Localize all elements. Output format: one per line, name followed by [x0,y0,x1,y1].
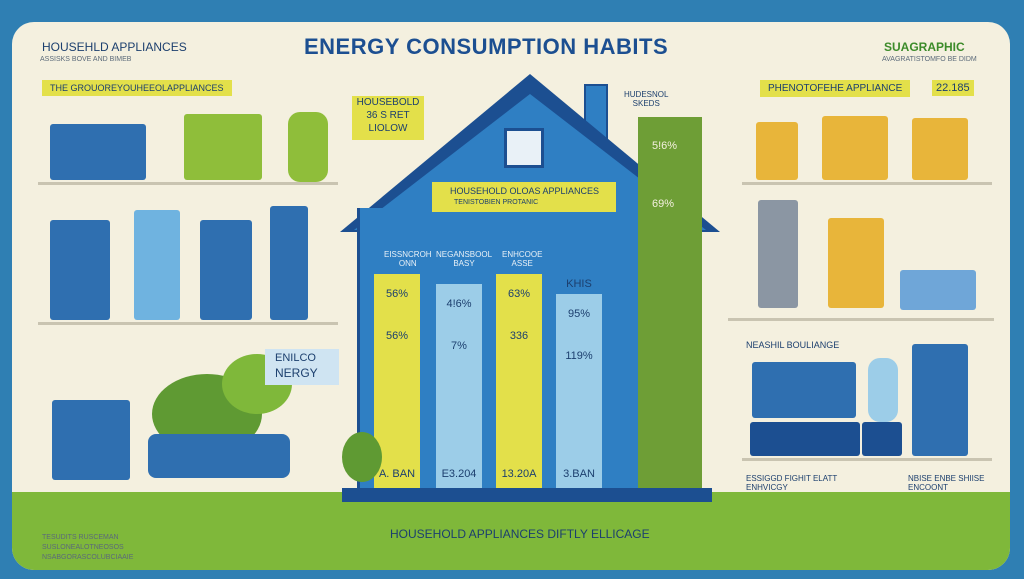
tall-column-header: HUDESNOL SKEDS [624,90,669,108]
stove-icon [52,400,130,480]
header-left-title: HOUSEHLD APPLIANCES [42,40,187,54]
water-heater-icon [758,200,798,308]
fridge-small-icon [134,210,180,320]
shelf [742,458,992,461]
right-section-label: PHENOTOFEHE APPLIANCE [760,80,911,97]
house-base [342,488,712,502]
blender-icon [288,112,328,182]
bar-bottom-label: 13.20A [501,468,537,480]
shelf [728,318,994,321]
coffee-maker-icon [756,122,798,180]
shelf [38,182,338,185]
fridge-icon [50,220,110,320]
water-cooler-icon [270,206,308,320]
column-header-left: EISSNCROH ONN [384,250,432,268]
sofa-icon [148,434,290,478]
energy-bubble-line-2: NERGY [275,366,318,380]
right-subsection-label: NEASHIL BOULIANGE [746,340,840,350]
cabinet-icon [912,118,968,180]
house-panel: HOUSEHOLD OLOAS APPLIANCES TENISTOBIEN P… [432,182,616,212]
infographic-frame: ENERGY CONSUMPTION HABITS HOUSEHLD APPLI… [12,22,1010,570]
microwave-blue-icon [900,270,976,310]
footer-line-1: TESUDITS RUSCEMAN [42,534,119,541]
freezer-icon [200,220,252,320]
bar-value-2: 7% [451,340,467,352]
column-header-right: ENHCOOE ASSE [502,250,543,268]
microwave-icon [50,124,146,180]
house-panel-line-1: HOUSEHOLD OLOAS APPLIANCES [450,186,600,196]
bar-value-1: 95% [567,308,591,320]
energy-bubble-line-1: ENILCO [275,352,316,364]
bar-bottom-label: 3.BAN [563,468,595,480]
bar-2: 4!6% 7% E3.204 [436,284,482,488]
column-header-mid: NEGANSBOOL BASY [436,250,493,268]
footer-line-3: NSABGORASCOLUBCIAAIE [42,554,134,561]
right-bottom-left-label: ESSIGGD FIGHIT ELATT ENHVICGY [746,474,838,492]
bar-value-1: 63% [507,288,531,300]
shelf [742,182,992,185]
bar-4: 95% 119% 3.BAN KHIS [556,278,602,488]
bar-value-1: 4!6% [446,298,472,310]
tv-icon [752,362,856,418]
bar-value-1: 56% [385,288,409,300]
bar-bottom-label: E3.204 [441,468,477,480]
bar-value-2: 119% [565,350,593,362]
bar-value-2: 56% [385,330,409,342]
right-bottom-right-label: NBISE ENBE SHIISE ENCOONT [908,474,985,492]
fridge-yellow-icon [828,218,884,308]
plant-icon [342,432,382,482]
header-right-sub: AVAGRATISTOMFO BE DIDM [882,56,977,63]
header-left-sub: ASSISKS BOVE AND BIMEB [40,56,132,63]
page-title: ENERGY CONSUMPTION HABITS [304,34,669,59]
ground [12,492,1010,570]
left-section-label: THE GROUOREYOUHEEOLAPPLIANCES [42,80,232,96]
bottom-caption: HOUSEHOLD APPLIANCES DIFTLY ELLICAGE [390,527,650,541]
range-icon [822,116,888,180]
bar-header: KHIS [566,278,592,290]
footer-line-2: SUSLONEALOTNEOSOS [42,544,124,551]
tall-column [638,117,702,489]
bar-value-2: 336 [509,330,529,342]
right-section-value: 22.185 [932,80,974,96]
house-panel-line-2: TENISTOBIEN PROTANIC [454,199,539,206]
bar-bottom-label: A. BAN [378,468,416,480]
header-right-title: SUAGRAPHIC [884,40,965,54]
tall-column-value-1: 5!6% [652,140,678,152]
tall-column-value-2: 69% [652,198,675,210]
shelf [38,322,338,325]
energy-bubble: ENILCO NERGY [265,349,339,385]
speaker-icon [862,422,902,456]
oven-icon [184,114,262,180]
fridge-right-icon [912,344,968,456]
window-icon [504,128,544,168]
vase-icon [868,358,898,422]
tv-stand-icon [750,422,860,456]
bar-3: 63% 336 13.20A [496,274,542,488]
